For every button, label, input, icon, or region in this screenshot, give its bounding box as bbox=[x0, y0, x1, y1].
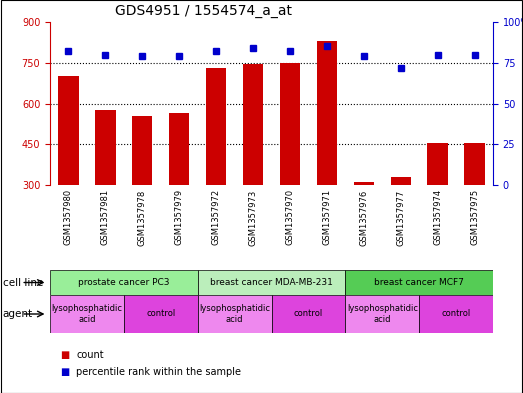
Bar bbox=[198, 270, 345, 295]
Text: GDS4951 / 1554574_a_at: GDS4951 / 1554574_a_at bbox=[115, 4, 292, 18]
Bar bbox=[419, 295, 493, 333]
Text: GSM1357978: GSM1357978 bbox=[138, 189, 147, 246]
Bar bbox=[50, 270, 198, 295]
Bar bbox=[169, 113, 189, 185]
Text: GSM1357981: GSM1357981 bbox=[101, 189, 110, 245]
Text: cell line: cell line bbox=[3, 277, 43, 288]
Text: GSM1357973: GSM1357973 bbox=[248, 189, 257, 246]
Text: lysophosphatidic
acid: lysophosphatidic acid bbox=[347, 304, 418, 324]
Text: GSM1357977: GSM1357977 bbox=[396, 189, 405, 246]
Text: control: control bbox=[146, 310, 175, 318]
Bar bbox=[132, 116, 152, 185]
Text: lysophosphatidic
acid: lysophosphatidic acid bbox=[199, 304, 270, 324]
Bar bbox=[271, 295, 345, 333]
Text: GSM1357970: GSM1357970 bbox=[286, 189, 294, 245]
Text: control: control bbox=[441, 310, 471, 318]
Text: prostate cancer PC3: prostate cancer PC3 bbox=[78, 278, 169, 287]
Bar bbox=[243, 64, 263, 185]
Bar bbox=[427, 143, 448, 185]
Bar bbox=[464, 143, 485, 185]
Text: agent: agent bbox=[3, 309, 33, 319]
Bar bbox=[50, 295, 124, 333]
Text: ■: ■ bbox=[61, 350, 70, 360]
Text: count: count bbox=[76, 350, 104, 360]
Bar bbox=[391, 177, 411, 185]
Text: breast cancer MCF7: breast cancer MCF7 bbox=[374, 278, 464, 287]
Bar bbox=[58, 76, 78, 185]
Text: GSM1357976: GSM1357976 bbox=[359, 189, 368, 246]
Text: lysophosphatidic
acid: lysophosphatidic acid bbox=[51, 304, 122, 324]
Bar bbox=[95, 110, 116, 185]
Bar bbox=[124, 295, 198, 333]
Bar bbox=[354, 182, 374, 185]
Text: GSM1357980: GSM1357980 bbox=[64, 189, 73, 245]
Text: GSM1357975: GSM1357975 bbox=[470, 189, 479, 245]
Text: control: control bbox=[294, 310, 323, 318]
Bar bbox=[317, 41, 337, 185]
Bar bbox=[345, 295, 419, 333]
Text: ■: ■ bbox=[61, 367, 70, 377]
Text: percentile rank within the sample: percentile rank within the sample bbox=[76, 367, 241, 377]
Bar bbox=[198, 295, 271, 333]
Bar bbox=[206, 68, 226, 185]
Text: GSM1357972: GSM1357972 bbox=[212, 189, 221, 245]
Bar bbox=[280, 63, 300, 185]
Text: breast cancer MDA-MB-231: breast cancer MDA-MB-231 bbox=[210, 278, 333, 287]
Text: GSM1357971: GSM1357971 bbox=[322, 189, 332, 245]
Bar bbox=[345, 270, 493, 295]
Text: GSM1357979: GSM1357979 bbox=[175, 189, 184, 245]
Text: GSM1357974: GSM1357974 bbox=[433, 189, 442, 245]
